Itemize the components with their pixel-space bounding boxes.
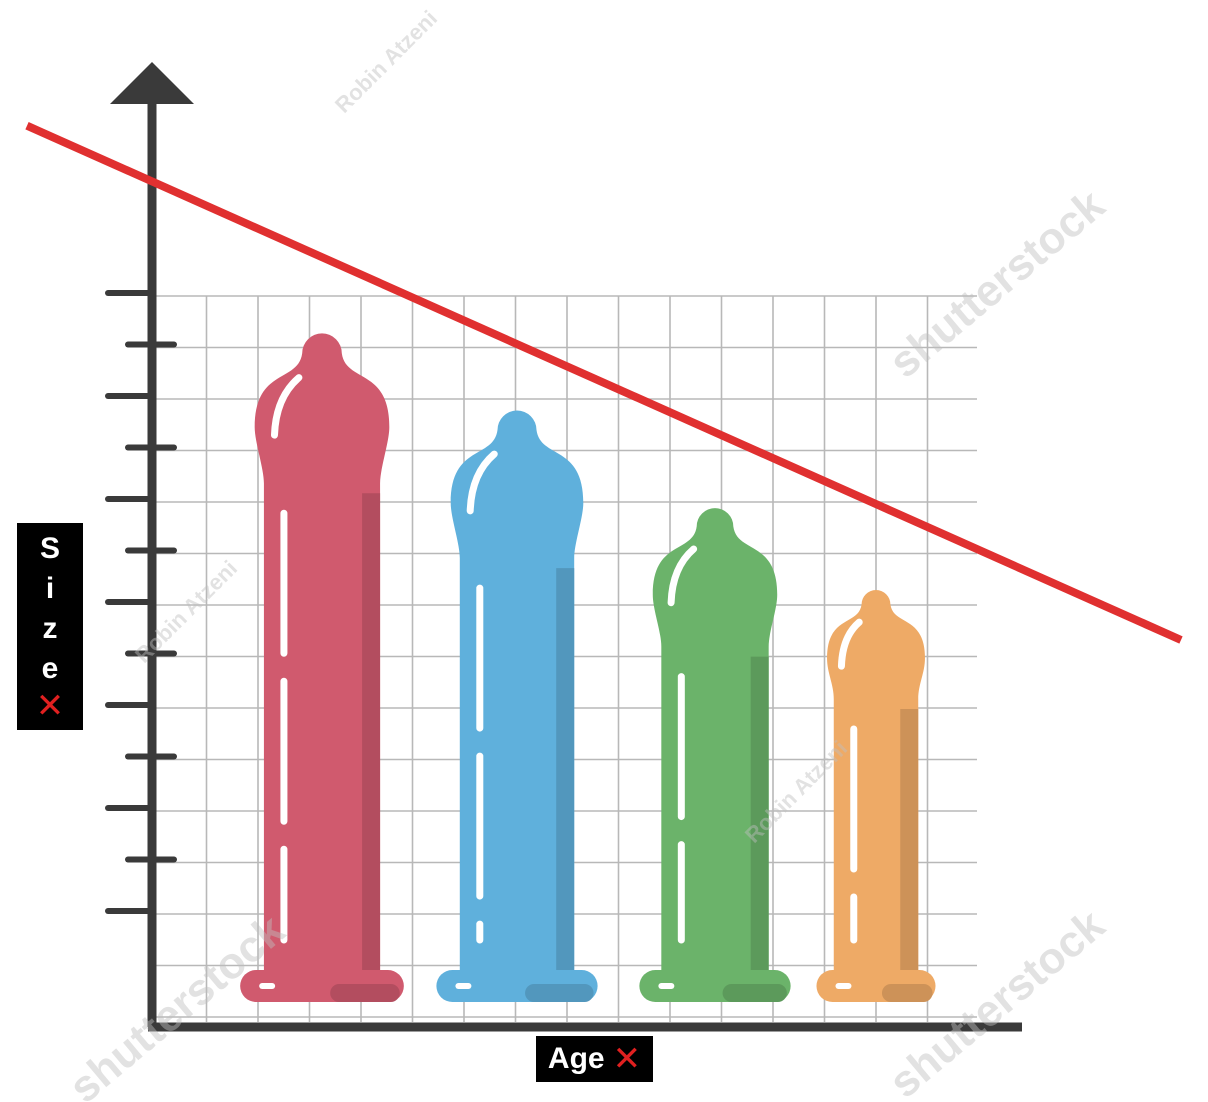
bar-highlight bbox=[837, 618, 863, 670]
y-axis-arrow-icon bbox=[110, 62, 194, 104]
bar-highlight bbox=[466, 450, 498, 515]
bar-highlight bbox=[270, 374, 303, 439]
bar-rim-shade bbox=[722, 984, 787, 1002]
bar bbox=[254, 333, 390, 970]
bar-shade bbox=[900, 708, 919, 970]
bar-rim-shade bbox=[881, 984, 933, 1002]
bar-shade bbox=[750, 656, 769, 970]
y-axis-label-letter: e bbox=[41, 652, 59, 685]
bar-shade bbox=[362, 493, 381, 970]
x-axis-label-text: Age bbox=[547, 1042, 605, 1075]
y-axis-label-letter: i bbox=[45, 572, 55, 605]
bar-rim-shade bbox=[525, 984, 594, 1002]
bar-shade bbox=[556, 568, 575, 970]
x-axis-label: Age ✕ bbox=[536, 1036, 653, 1082]
bar-rim-shade bbox=[330, 984, 400, 1002]
y-axis-label-letter: z bbox=[42, 612, 58, 645]
y-axis-x-mark-icon: ✕ bbox=[35, 686, 65, 726]
bar-highlight bbox=[667, 545, 698, 607]
y-axis-label-letter: S bbox=[39, 532, 60, 565]
trend-line bbox=[25, 122, 1183, 644]
bar bbox=[450, 410, 584, 970]
x-axis-x-mark-icon: ✕ bbox=[612, 1039, 642, 1079]
